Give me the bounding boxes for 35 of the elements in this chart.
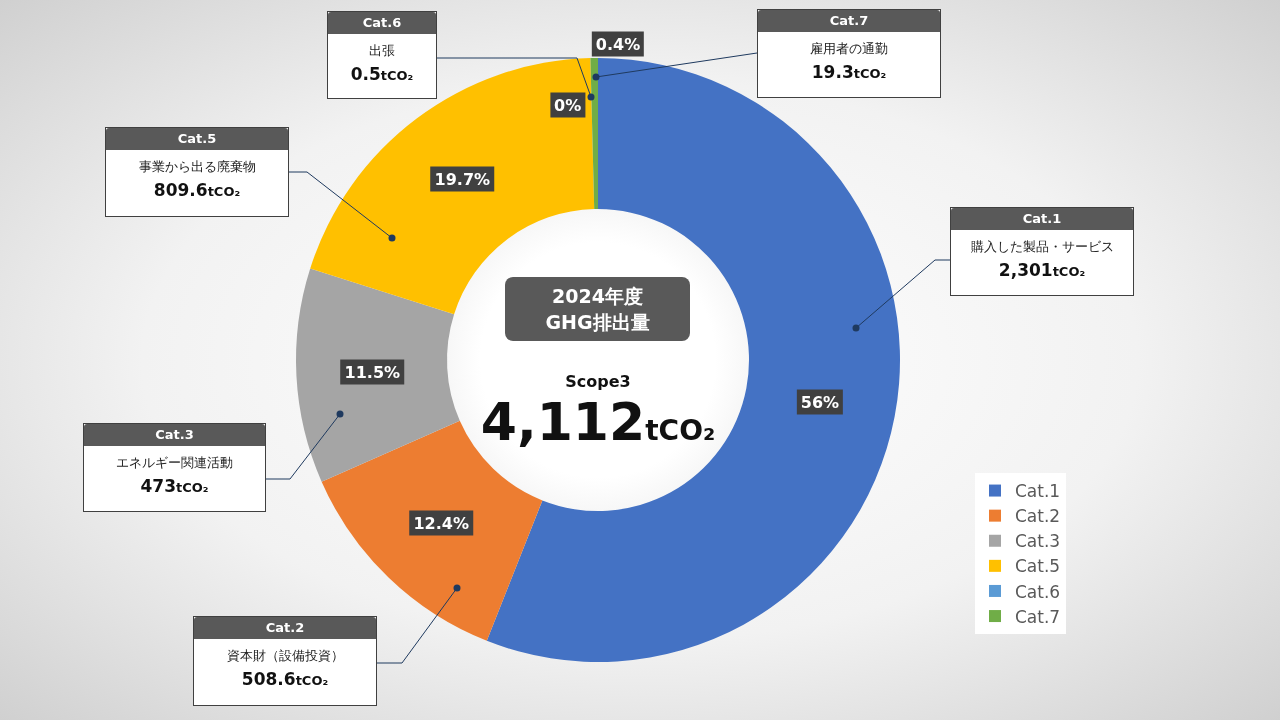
text: 809.6tCO₂ [152, 180, 242, 200]
text: 473tCO₂ [139, 476, 210, 496]
data-label: 56% [796, 389, 844, 415]
text: 0.5tCO₂ [349, 64, 415, 84]
data-label: 0.4% [591, 31, 645, 57]
category-label: Cat.7 [829, 13, 869, 28]
text: 資本財（設備投資） [225, 647, 345, 665]
data-label: 12.4% [409, 510, 473, 536]
text: 事業から出る廃棄物 [137, 158, 257, 176]
text: 4,112tCO₂ [479, 392, 717, 452]
text: 雇用者の通勤 [809, 40, 889, 58]
slice-label: Cat.5 [106, 128, 288, 150]
donut-slice [296, 268, 460, 482]
legend-label: Cat.3 [1015, 531, 1061, 552]
category-label: Cat.2 [265, 620, 305, 635]
legend-label: Cat.6 [1015, 581, 1061, 602]
text: 出張 [368, 42, 396, 60]
text: エネルギー関連活動 [115, 454, 234, 472]
category-label: Cat.6 [362, 15, 402, 30]
donut-slice [590, 58, 598, 210]
text: 2,301tCO₂ [997, 260, 1087, 280]
data-label: 19.7% [430, 166, 495, 192]
text: 508.6tCO₂ [240, 669, 330, 689]
legend-label: Cat.5 [1015, 556, 1061, 577]
data-label: 11.5% [340, 359, 405, 385]
legend-label: Cat.7 [1015, 606, 1061, 627]
text: 2024年度 GHG排出量 [505, 277, 690, 341]
category-label: Cat.3 [155, 427, 194, 442]
text: 0% [553, 95, 582, 115]
text: 購入した製品・サービス [969, 238, 1115, 256]
legend-label: Cat.2 [1015, 506, 1061, 527]
text: Scope3 [564, 372, 632, 391]
slice-label: Cat.1 [951, 208, 1133, 230]
legend-label: Cat.1 [1015, 481, 1061, 502]
text: 19.3tCO₂ [810, 62, 888, 82]
